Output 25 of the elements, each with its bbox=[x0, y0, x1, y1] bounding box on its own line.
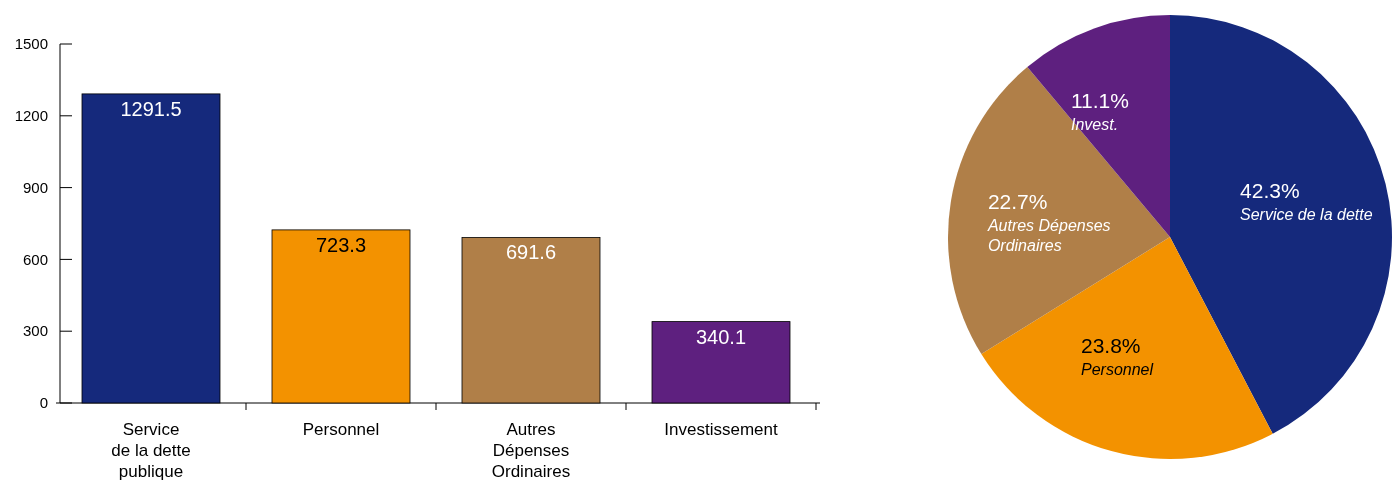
slice-label: Invest. bbox=[1070, 116, 1119, 134]
x-tick-label: Investissement bbox=[664, 420, 778, 439]
data-label: 11.1% bbox=[1070, 89, 1129, 113]
y-tick-label: 900 bbox=[22, 178, 48, 196]
y-tick-label: 0 bbox=[39, 394, 48, 412]
y-tick-label: 1500 bbox=[14, 35, 48, 53]
data-label: 691.6 bbox=[505, 241, 557, 264]
data-label: 23.8% bbox=[1080, 334, 1141, 358]
y-tick-label: 300 bbox=[22, 322, 48, 340]
pie-slice bbox=[948, 66, 1170, 354]
pie-slice bbox=[1170, 15, 1392, 434]
data-label: 22.7% bbox=[987, 189, 1048, 213]
slice-label: Personnel bbox=[1080, 361, 1154, 379]
data-label: 723.3 bbox=[315, 233, 367, 256]
slice-label: Autres Dépenses Ordinaires bbox=[986, 216, 1111, 254]
x-tick-label: Service de la dette publique bbox=[111, 420, 191, 481]
slice-label: Service de la dette bbox=[1240, 206, 1373, 224]
x-tick-label: Personnel bbox=[302, 420, 380, 439]
data-label: 340.1 bbox=[695, 325, 747, 348]
y-tick-label: 1200 bbox=[14, 107, 48, 125]
y-tick-label: 600 bbox=[22, 250, 48, 268]
pie-slice bbox=[981, 237, 1273, 459]
data-label: 42.3% bbox=[1240, 179, 1300, 203]
data-label: 1291.5 bbox=[120, 97, 182, 120]
x-tick-label: Autres Dépenses Ordinaires bbox=[491, 420, 571, 481]
